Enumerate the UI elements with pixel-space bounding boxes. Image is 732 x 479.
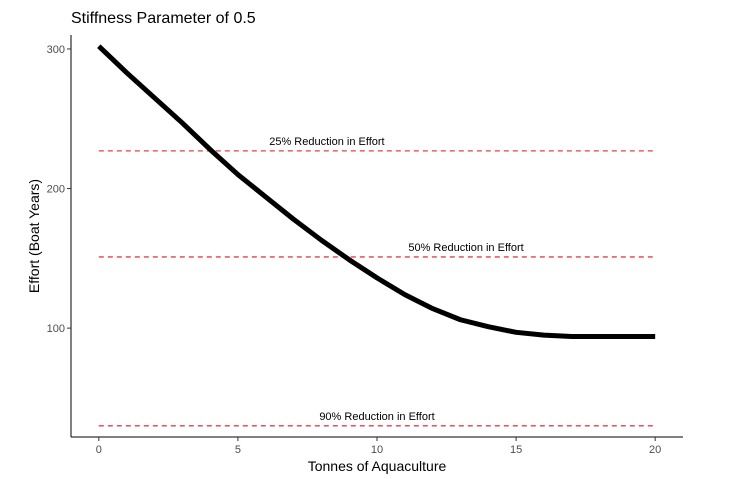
x-tick-label: 0 [96, 444, 102, 456]
reference-line-label: 25% Reduction in Effort [269, 136, 384, 148]
reference-lines: 25% Reduction in Effort 50% Reduction in … [98, 136, 656, 427]
reference-line-label: 90% Reduction in Effort [319, 411, 434, 423]
y-tick-label: 100 [47, 323, 65, 335]
series-group [97, 44, 656, 339]
x-tick-label: 10 [371, 444, 383, 456]
x-tick-label: 15 [510, 444, 522, 456]
axes [70, 35, 683, 438]
y-axis-title: Effort (Boat Years) [26, 179, 42, 293]
series-line [97, 44, 656, 339]
y-tick-label: 300 [47, 44, 65, 56]
y-ticks: 100 200 300 [47, 44, 71, 335]
x-tick-label: 5 [235, 444, 241, 456]
chart-title: Stiffness Parameter of 0.5 [71, 10, 256, 27]
x-tick-label: 20 [649, 444, 661, 456]
x-ticks: 0 5 10 15 20 [96, 437, 661, 456]
y-tick-label: 200 [47, 184, 65, 196]
reference-line-label: 50% Reduction in Effort [408, 242, 523, 254]
x-axis-title: Tonnes of Aquaculture [308, 458, 447, 474]
